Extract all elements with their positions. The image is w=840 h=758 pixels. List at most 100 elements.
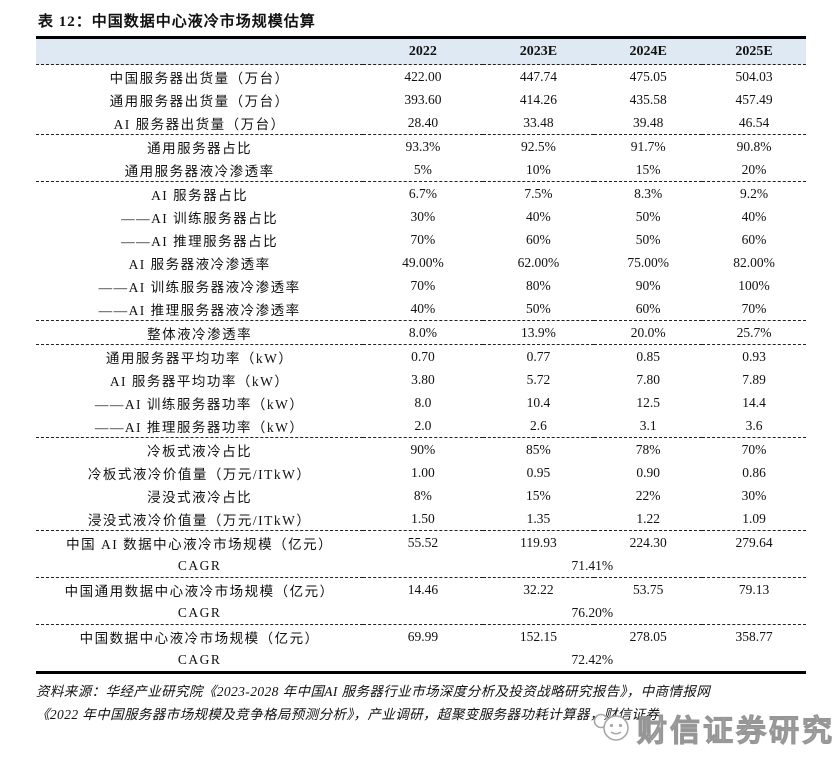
cell-value: 8.0 [414, 394, 432, 410]
cell-value: 7.89 [742, 371, 766, 387]
table-row: 通用服务器占比 93.3% 92.5% 91.7% 90.8% [36, 135, 806, 159]
cell-value: 279.64 [735, 534, 773, 550]
cell-value: 60% [741, 231, 767, 247]
cagr-value: 71.41% [571, 557, 614, 573]
table-row: 中国 AI 数据中心液冷市场规模（亿元） 55.52 119.93 224.30 279… [36, 531, 806, 555]
cell-empty [363, 554, 482, 578]
cell-value: 5% [413, 161, 432, 177]
table-row: 中国服务器出货量（万台） 422.00 447.74 475.05 504.03 [36, 65, 806, 89]
cell-value: 100% [738, 277, 770, 293]
table-row: 中国数据中心液冷市场规模（亿元） 69.99 152.15 278.05 358.77 [36, 625, 806, 649]
cell-value: 40% [410, 300, 436, 316]
cell-value: 393.60 [404, 91, 442, 107]
cell-value: 7.5% [524, 185, 553, 201]
cell-value: 82.00% [733, 254, 775, 270]
cell-value: 20% [741, 161, 767, 177]
cell-value: 46.54 [738, 114, 770, 130]
table-row: CAGR 76.20% [36, 601, 806, 625]
cell-value: 1.09 [742, 510, 766, 526]
cell-value: 50% [635, 208, 661, 224]
cell-value: 6.7% [408, 185, 437, 201]
row-label: CAGR [177, 651, 222, 667]
cell-value: 14.46 [407, 581, 439, 597]
header-col-2023e: 2023E [482, 37, 595, 65]
table-row: 浸没式液冷价值量（万元/ITkW） 1.50 1.35 1.22 1.09 [36, 507, 806, 531]
cell-value: 10.4 [526, 394, 551, 410]
row-label: ——AI 训练服务器功率（kW） [94, 396, 305, 412]
row-label: AI 服务器占比 [151, 187, 249, 203]
cell-value: 414.26 [519, 91, 557, 107]
cell-value: 3.6 [745, 417, 763, 433]
cell-value: 78% [635, 441, 661, 457]
cell-value: 0.90 [636, 464, 660, 480]
cell-value: 70% [741, 300, 767, 316]
cell-value: 40% [526, 208, 551, 224]
cell-value: 53.75 [632, 581, 664, 597]
table-row: ——AI 训练服务器占比 30% 40% 50% 40% [36, 205, 806, 228]
cell-value: 5.72 [526, 371, 551, 387]
row-label: 通用服务器液冷渗透率 [124, 163, 275, 179]
cell-value: 0.95 [526, 464, 551, 480]
table-row: 整体液冷渗透率 8.0% 13.9% 20.0% 25.7% [36, 321, 806, 345]
cell-value: 224.30 [629, 534, 667, 550]
cell-value: 92.5% [520, 138, 556, 154]
source-note: 资料来源：华经产业研究院《2023-2028 年中国AI 服务器行业市场深度分析… [36, 681, 806, 727]
cell-empty [363, 601, 482, 625]
cell-value: 1.22 [636, 510, 660, 526]
cell-value: 1.00 [411, 464, 435, 480]
cell-value: 475.05 [629, 68, 667, 84]
cell-value: 0.85 [636, 348, 660, 364]
table-row: AI 服务器液冷渗透率 49.00% 62.00% 75.00% 82.00% [36, 251, 806, 274]
table-group: 通用服务器平均功率（kW） 0.70 0.77 0.85 0.93 AI 服务器平均功率（… [36, 344, 806, 438]
cell-value: 435.58 [629, 91, 667, 107]
cell-value: 50% [526, 300, 551, 316]
cell-value: 62.00% [517, 254, 560, 270]
table-group: 中国服务器出货量（万台） 422.00 447.74 475.05 504.03 通用服务… [36, 64, 806, 135]
row-label: 中国服务器出货量（万台） [109, 70, 290, 86]
cell-value: 20.0% [630, 324, 666, 340]
cell-value: 278.05 [629, 628, 667, 644]
cell-value: 7.80 [636, 371, 660, 387]
table-group: 中国数据中心液冷市场规模（亿元） 69.99 152.15 278.05 358.77 C… [36, 624, 806, 673]
table-group: 冷板式液冷占比 90% 85% 78% 70% 冷板式液冷价值量（万元/ITkW） 1.00… [36, 437, 806, 531]
cell-value: 2.0 [414, 417, 432, 433]
table-row: 冷板式液冷价值量（万元/ITkW） 1.00 0.95 0.90 0.86 [36, 461, 806, 484]
row-label: ——AI 推理服务器液冷渗透率 [98, 302, 301, 318]
table-row: AI 服务器出货量（万台） 28.40 33.48 39.48 46.54 [36, 111, 806, 135]
cell-value: 25.7% [736, 324, 772, 340]
row-label: AI 服务器平均功率（kW） [109, 373, 290, 389]
row-label: 通用服务器占比 [147, 140, 253, 156]
cell-value: 15% [526, 487, 551, 503]
cell-value: 85% [526, 441, 551, 457]
row-label: 整体液冷渗透率 [147, 326, 253, 342]
cell-value: 60% [635, 300, 661, 316]
cell-value: 14.4 [742, 394, 766, 410]
table-group: 通用服务器占比 93.3% 92.5% 91.7% 90.8% 通用服务器液冷渗透率 5% 1… [36, 134, 806, 182]
cell-value: 90% [635, 277, 661, 293]
cell-value: 33.48 [523, 114, 554, 130]
row-label: CAGR [177, 604, 222, 620]
cell-value: 49.00% [402, 254, 444, 270]
row-label: AI 服务器出货量（万台） [113, 116, 286, 132]
table-row: CAGR 72.42% [36, 648, 806, 673]
cell-value: 69.99 [407, 628, 439, 644]
row-label: ——AI 推理服务器占比 [121, 233, 279, 249]
cell-value: 2.6 [529, 417, 547, 433]
row-label: 中国通用数据中心液冷市场规模（亿元） [64, 583, 335, 599]
row-label: 通用服务器平均功率（kW） [105, 350, 294, 366]
table-row: ——AI 推理服务器液冷渗透率 40% 50% 60% 70% [36, 297, 806, 321]
table-row: 中国通用数据中心液冷市场规模（亿元） 14.46 32.22 53.75 79.13 [36, 578, 806, 602]
cell-value: 50% [635, 231, 661, 247]
cell-value: 75.00% [627, 254, 669, 270]
header-row: 2022 2023E 2024E 2025E [36, 37, 806, 65]
cell-value: 13.9% [520, 324, 556, 340]
cell-value: 0.93 [742, 348, 766, 364]
table-row: ——AI 训练服务器功率（kW） 8.0 10.4 12.5 14.4 [36, 391, 806, 414]
row-label: 中国 AI 数据中心液冷市场规模（亿元） [66, 536, 334, 552]
row-label: 浸没式液冷价值量（万元/ITkW） [87, 512, 312, 528]
cell-value: 12.5 [636, 394, 660, 410]
cell-value: 70% [410, 277, 436, 293]
cell-empty [702, 601, 806, 625]
table-group: AI 服务器占比 6.7% 7.5% 8.3% 9.2% ——AI 训练服务器占比 30% 4… [36, 181, 806, 321]
